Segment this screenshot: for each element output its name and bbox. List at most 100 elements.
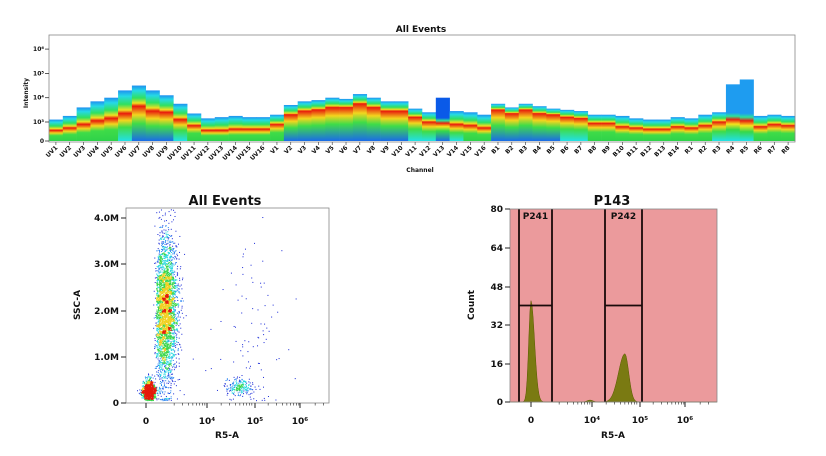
scatter-point [164,237,165,238]
scatter-point [162,388,163,389]
scatter-point [165,318,166,319]
scatter-point [146,390,147,391]
scatter-point [160,340,161,341]
scatter-point [248,381,249,382]
scatter-point [295,378,296,379]
x-tick-label: V10 [391,144,405,158]
scatter-point [182,306,183,307]
scatter-point [158,352,159,353]
scatter-point [164,303,165,304]
scatter-point [168,322,169,323]
channel-column-b9 [602,115,616,141]
scatter-point [159,363,160,364]
scatter-point [170,295,171,296]
scatter-point [175,288,176,289]
scatter-point [174,302,175,303]
scatter-point [170,256,171,257]
scatter-point [170,244,171,245]
scatter-point [147,377,148,378]
scatter-point [148,397,149,398]
scatter-point [149,376,150,377]
scatter-point [173,279,174,280]
scatter-title: All Events [189,194,262,209]
scatter-point [178,288,179,289]
scatter-point [165,230,166,231]
scatter-point [172,298,173,299]
scatter-point [233,382,234,383]
scatter-point [237,387,238,388]
scatter-point [163,273,164,274]
scatter-point [169,328,170,329]
scatter-point [162,391,163,392]
scatter-point [149,382,150,383]
scatter-point [174,332,175,333]
scatter-point [161,357,162,358]
scatter-point [243,390,244,391]
channel-column-v15 [463,112,477,141]
scatter-point [164,260,165,261]
scatter-point [162,364,163,365]
scatter-point [162,306,163,307]
scatter-point [169,280,170,281]
scatter-point [166,236,167,237]
scatter-point [163,341,164,342]
scatter-point [164,373,165,374]
scatter-point [261,369,262,370]
scatter-point [157,353,158,354]
scatter-point [163,347,164,348]
scatter-point [174,329,175,330]
scatter-point [238,395,239,396]
scatter-point [160,375,161,376]
scatter-point [167,297,168,298]
scatter-point [232,389,233,390]
scatter-point [164,277,165,278]
scatter-point [177,290,178,291]
scatter-point [161,293,162,294]
scatter-point [163,281,164,282]
scatter-point [157,335,158,336]
scatter-point [166,244,167,245]
channel-column-b8 [588,115,602,141]
scatter-point [164,221,165,222]
scatter-point [179,278,180,279]
scatter-point [236,382,237,383]
scatter-point [164,229,165,230]
scatter-point [161,219,162,220]
channel-column-v9 [381,101,395,141]
scatter-point [242,375,243,376]
scatter-point [160,341,161,342]
x-tick-label: UV1 [45,144,60,159]
scatter-point [161,280,162,281]
scatter-point [145,390,146,391]
scatter-point [165,247,166,248]
scatter-point [166,298,167,299]
scatter-point [145,377,146,378]
scatter-point [162,345,163,346]
scatter-point [168,383,169,384]
scatter-point [163,301,164,302]
scatter-point [156,366,157,367]
scatter-point [167,339,168,340]
scatter-point [162,269,163,270]
scatter-point [165,262,166,263]
scatter-point [250,399,251,400]
scatter-point [169,317,170,318]
scatter-point [179,288,180,289]
scatter-point [238,392,239,393]
scatter-point [161,353,162,354]
scatter-point [169,211,170,212]
scatter-point [238,383,239,384]
scatter-point [160,239,161,240]
scatter-point [234,385,235,386]
scatter-point [158,332,159,333]
scatter-point [157,312,158,313]
scatter-point [169,297,170,298]
scatter-point [240,386,241,387]
scatter-point [170,345,171,346]
scatter-point [264,342,265,343]
scatter-point [147,378,148,379]
scatter-point [176,285,177,286]
scatter-point [245,389,246,390]
scatter-point [161,367,162,368]
x-tick-label: R3 [711,144,722,155]
